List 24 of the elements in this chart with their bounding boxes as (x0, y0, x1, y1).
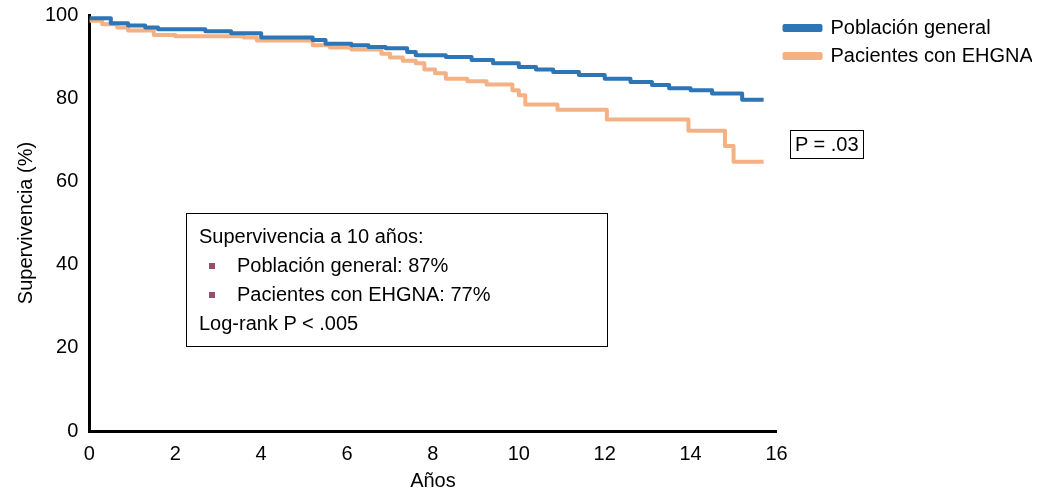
legend-label: Población general (830, 15, 991, 38)
legend-label: Pacientes con EHGNA (830, 43, 1034, 66)
x-tick-label: 6 (341, 441, 353, 464)
x-tick-label: 12 (593, 441, 616, 464)
annotation: Pacientes con EHGNA: 77% (237, 282, 491, 307)
annotation: Población general: 87% (237, 253, 449, 278)
y-tick-label: 100 (44, 2, 79, 25)
y-axis-title: Supervivencia (%) (13, 141, 36, 305)
annotation: Supervivencia a 10 años: (199, 224, 425, 249)
x-tick-label: 8 (427, 441, 439, 464)
x-tick-label: 16 (765, 441, 788, 464)
x-tick-label: 4 (255, 441, 267, 464)
x-tick-label: 10 (507, 441, 530, 464)
y-tick-label: 60 (56, 168, 79, 191)
y-tick-label: 0 (67, 418, 79, 441)
x-tick-label: 2 (169, 441, 181, 464)
annotation: Log-rank P < .005 (199, 311, 360, 336)
y-tick-label: 80 (56, 85, 79, 108)
x-tick-label: 0 (83, 441, 95, 464)
x-tick-label: 14 (679, 441, 702, 464)
y-tick-label: 20 (56, 335, 79, 358)
text: P = .03 (790, 130, 864, 159)
x-axis-title: Años (410, 468, 456, 491)
y-tick-label: 40 (56, 252, 79, 275)
